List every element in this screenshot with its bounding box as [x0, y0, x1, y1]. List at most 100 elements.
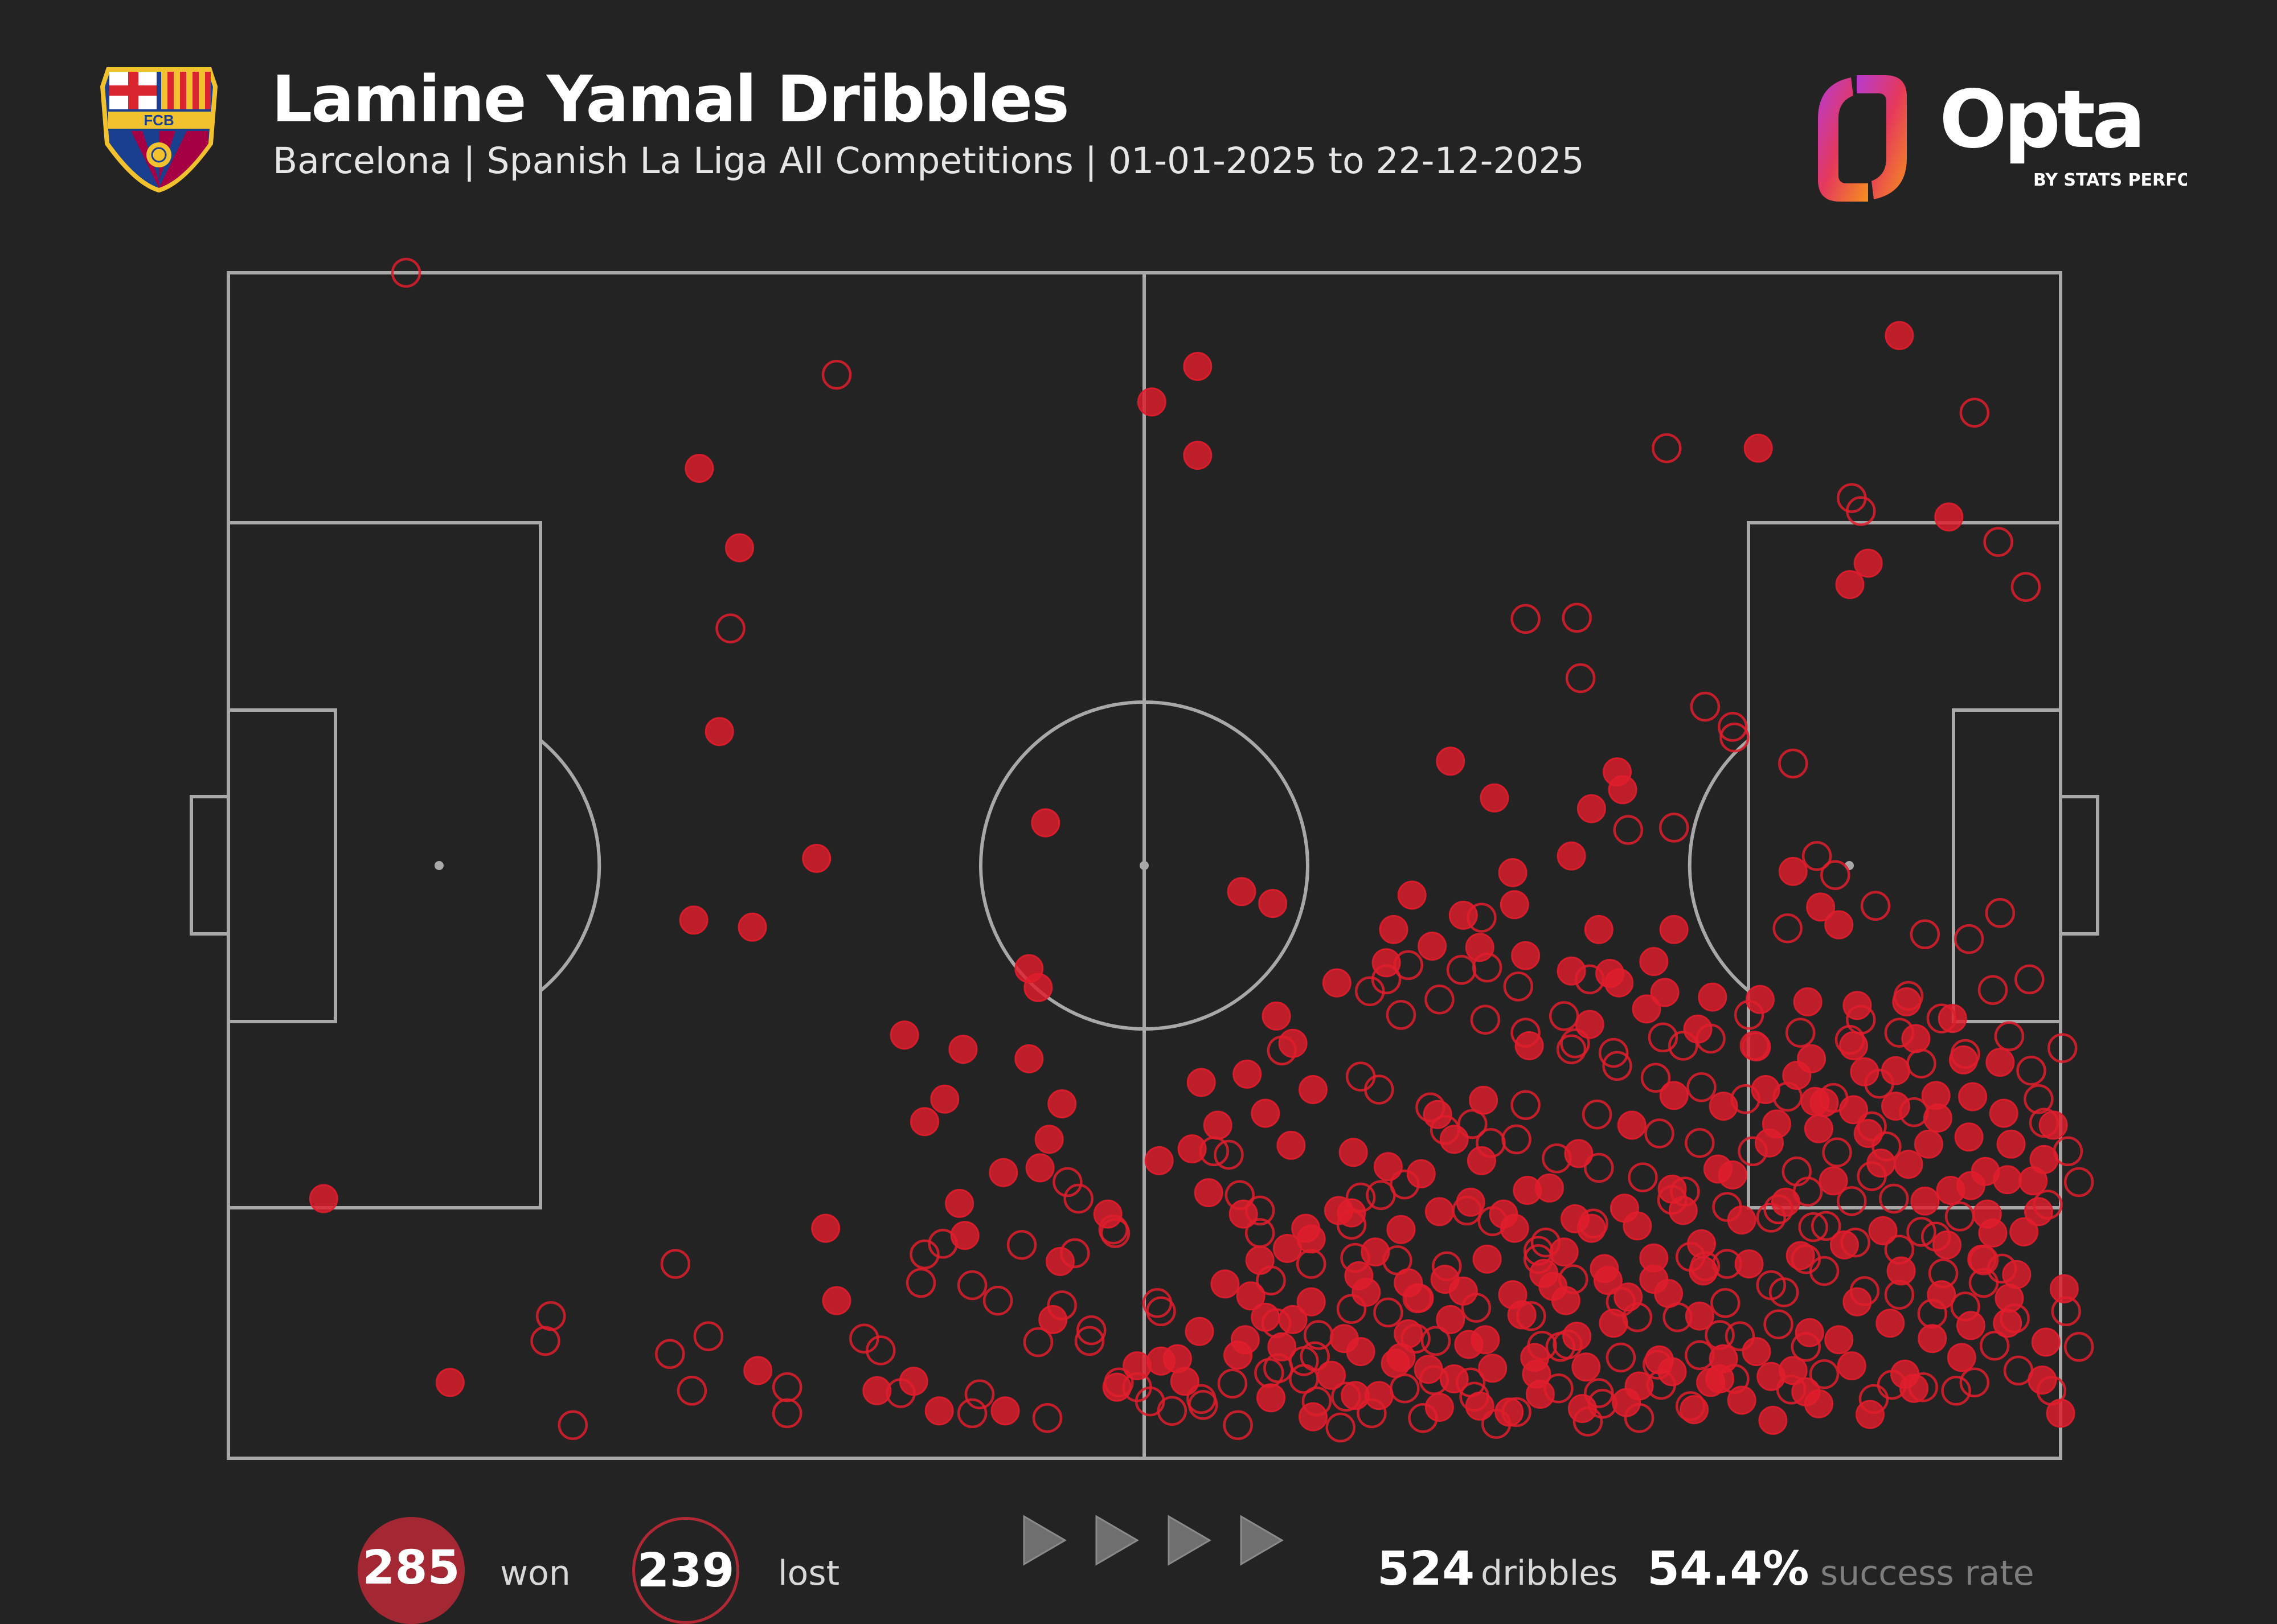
dribble-lost-point: [1668, 1031, 1698, 1061]
dribble-won-point: [1593, 1266, 1623, 1295]
dribble-won-point: [1885, 321, 1914, 350]
dribble-won-point: [1177, 1134, 1207, 1164]
dribble-won-point: [1689, 1256, 1718, 1286]
dribble-won-point: [1996, 1129, 2026, 1159]
dribble-won-point: [1632, 994, 1661, 1024]
dribble-lost-point: [2014, 964, 2045, 995]
dribble-won-point: [1613, 1282, 1643, 1312]
dribble-lost-point: [1424, 985, 1455, 1015]
dribble-lost-point: [655, 1339, 685, 1369]
dribble-won-point: [1471, 1325, 1500, 1355]
dribble-won-point: [1489, 1199, 1518, 1229]
dribble-lost-point: [1598, 1037, 1629, 1068]
dribble-won-point: [930, 1084, 960, 1114]
dribble-lost-point: [1837, 1186, 1867, 1216]
dribble-won-point: [1800, 1086, 1830, 1116]
dribble-won-point: [1901, 1024, 1931, 1053]
dribble-won-point: [1995, 1283, 2024, 1313]
dribble-won-point: [1584, 914, 1613, 944]
dribble-lost-point: [1941, 1376, 1971, 1406]
dribble-won-point: [1839, 1095, 1868, 1125]
dribble-won-point: [679, 905, 709, 935]
dribble-won-point: [1371, 948, 1401, 978]
dribble-lost-point: [821, 359, 852, 390]
dribble-lost-point: [1820, 860, 1850, 890]
dribble-lost-point: [391, 257, 421, 288]
dribble-won-point: [1498, 858, 1527, 887]
dribble-won-point: [1793, 987, 1823, 1016]
dribble-lost-point: [1860, 891, 1891, 921]
dribble-won-point: [1025, 1153, 1055, 1183]
dribble-lost-point: [1303, 1320, 1334, 1350]
dribble-won-point: [1352, 1278, 1381, 1307]
dribble-won-point: [1910, 1186, 1940, 1216]
dribble-won-point: [1599, 1309, 1628, 1338]
dribble-won-point: [1276, 1130, 1306, 1160]
dribble-lost-point: [1074, 1326, 1105, 1356]
dribble-won-point: [1448, 1276, 1478, 1306]
dribble-won-point: [1386, 1343, 1416, 1372]
dribble-won-point: [1612, 1388, 1641, 1417]
dribble-won-point: [1414, 1355, 1443, 1384]
dribble-won-point: [1102, 1372, 1132, 1402]
dribble-won-point: [1500, 890, 1529, 920]
dribble-lost-point: [1032, 1402, 1063, 1433]
dribble-won-point: [1918, 1324, 1947, 1354]
dribble-lost-point: [2010, 572, 2041, 602]
dribble-won-point: [1465, 933, 1494, 962]
dribble-lost-point: [1822, 1137, 1852, 1168]
dribble-lost-point: [1725, 1321, 1755, 1351]
dribble-lost-point: [1510, 604, 1541, 634]
dribble-lost-point: [1768, 1277, 1799, 1307]
dribble-won-point: [1771, 1187, 1800, 1217]
dribble-won-point: [950, 1221, 980, 1250]
dribble-won-point: [1047, 1089, 1077, 1118]
dribble-won-point: [1418, 932, 1447, 961]
dribble-won-point: [1194, 1178, 1223, 1208]
dribble-lost-point: [1644, 1118, 1674, 1149]
dribble-won-point: [1448, 900, 1478, 930]
dribble-won-point: [1232, 1059, 1262, 1089]
dribble-lost-point: [1906, 1048, 1936, 1078]
dribble-lost-point: [693, 1321, 724, 1351]
dribble-won-point: [1972, 1199, 2002, 1229]
dribble-won-point: [1819, 1166, 1848, 1196]
dribble-won-point: [1894, 1150, 1923, 1179]
success-rate-label: success rate: [1820, 1553, 2034, 1593]
dribble-lost-point: [1560, 1028, 1590, 1059]
dribble-won-point: [2038, 1110, 2068, 1140]
dribble-lost-point: [1336, 1294, 1367, 1324]
dribble-won-point: [1322, 968, 1352, 998]
dribble-won-point: [1034, 1125, 1064, 1154]
lost-label: lost: [778, 1553, 840, 1593]
dribble-lost-point: [1686, 1072, 1717, 1102]
dribble-won-point: [1317, 1360, 1346, 1390]
dribble-won-point: [2029, 1145, 2059, 1174]
dribble-won-point: [725, 533, 754, 563]
dribble-won-point: [1361, 1237, 1390, 1267]
dribble-lost-point: [1879, 1183, 1909, 1214]
dribble-won-point: [1881, 1092, 1910, 1121]
dribble-won-point: [910, 1107, 939, 1137]
dribble-lost-point: [1345, 1061, 1376, 1092]
dribble-won-point: [1639, 1265, 1669, 1294]
dribble-won-point: [1478, 1354, 1508, 1383]
dribble-won-point: [309, 1184, 338, 1213]
dribble-won-point: [1137, 387, 1166, 417]
dribble-lost-point: [957, 1270, 988, 1301]
dribble-lost-point: [1584, 1153, 1614, 1183]
dribble-won-point: [1436, 1305, 1465, 1334]
dribble-won-point: [1751, 1075, 1780, 1104]
left-penalty-spot: [435, 861, 444, 870]
dribble-lost-point: [1959, 397, 1990, 428]
dribble-won-point: [1855, 1400, 1885, 1429]
dribble-lost-point: [1648, 1022, 1678, 1053]
dribble-won-point: [1291, 1213, 1321, 1243]
dribble-lost-point: [772, 1372, 802, 1402]
dribble-won-point: [1379, 914, 1408, 944]
left-penalty-area: [227, 521, 542, 1209]
dribble-lost-point: [1811, 1211, 1841, 1241]
dribble-won-point: [1727, 1205, 1756, 1235]
dribble-lost-point: [1685, 1127, 1715, 1158]
dribble-won-point: [1842, 1287, 1872, 1317]
